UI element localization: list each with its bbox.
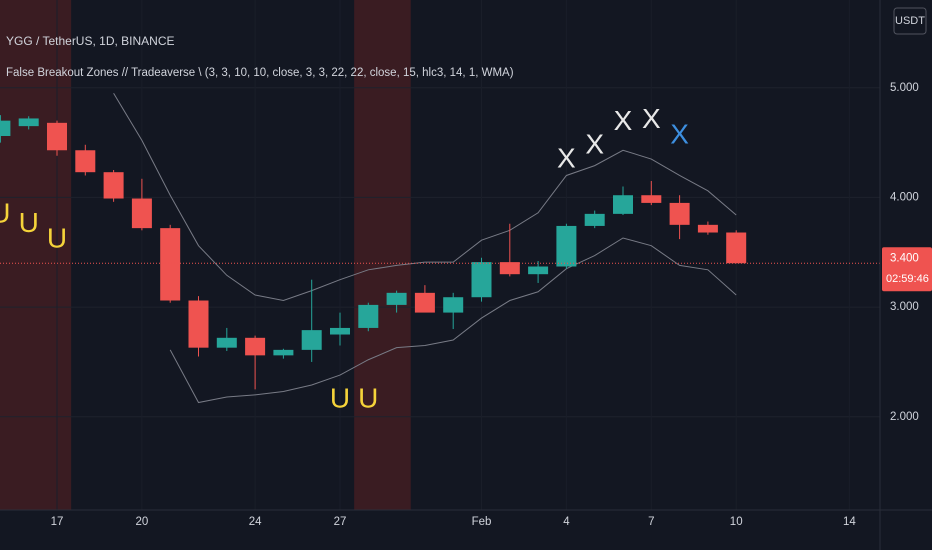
- x-tick-label: 27: [334, 516, 347, 528]
- candle-body: [47, 122, 67, 151]
- candle-body: [18, 118, 39, 127]
- signal-marker: U: [19, 207, 39, 238]
- signal-marker: U: [358, 383, 378, 414]
- candle-body: [0, 120, 11, 136]
- chart-title: YGG / TetherUS, 1D, BINANCE: [6, 34, 175, 48]
- x-tick-label: 24: [249, 516, 262, 528]
- candle-body: [697, 224, 718, 233]
- candle-body: [443, 297, 464, 313]
- candle-body: [669, 202, 690, 225]
- candle-body: [301, 330, 322, 350]
- last-price-tag: [882, 247, 932, 292]
- candle-body: [160, 228, 181, 301]
- candle-body: [499, 262, 520, 275]
- x-tick-label: 14: [843, 516, 856, 528]
- band-line: [113, 92, 737, 302]
- candle-body: [245, 337, 266, 356]
- currency-label: USDT: [895, 15, 925, 27]
- signal-marker: X: [585, 128, 604, 159]
- candle-body: [103, 172, 124, 199]
- signal-marker: U: [0, 197, 11, 228]
- x-tick-label: 7: [648, 516, 654, 528]
- x-tick-label: 20: [136, 516, 149, 528]
- countdown: 02:59:46: [886, 273, 929, 285]
- candle-body: [131, 198, 152, 229]
- candle-body: [471, 262, 492, 298]
- signal-marker: X: [614, 105, 633, 136]
- candle-body: [188, 300, 209, 348]
- candle-body: [726, 232, 747, 264]
- y-tick-label: 3.000: [890, 301, 919, 313]
- candle-body: [216, 337, 237, 348]
- y-tick-label: 5.000: [890, 82, 919, 94]
- candle-body: [358, 304, 379, 328]
- currency-button[interactable]: [893, 7, 927, 35]
- x-tick-label: 17: [51, 516, 64, 528]
- x-tick-label: 4: [563, 516, 570, 528]
- candle-body: [556, 225, 577, 267]
- candle-body: [613, 195, 633, 214]
- candle-body: [584, 213, 605, 226]
- x-tick-label: Feb: [472, 516, 492, 528]
- candle-body: [386, 292, 407, 305]
- indicator-title: False Breakout Zones // Tradeaverse \ (3…: [6, 67, 514, 79]
- last-price-label: 3.400: [890, 252, 919, 264]
- zone: [0, 0, 72, 510]
- band-line: [169, 237, 737, 404]
- signal-marker: U: [330, 383, 350, 414]
- y-tick-label: 4.000: [890, 191, 919, 203]
- y-tick-label: 2.000: [890, 411, 919, 423]
- candle-body: [641, 195, 662, 203]
- signal-marker: X: [670, 118, 689, 149]
- candle-body: [75, 150, 96, 173]
- signal-marker: X: [642, 103, 661, 134]
- x-tick-label: 10: [730, 516, 743, 528]
- candle-body: [414, 292, 435, 313]
- zone: [354, 0, 411, 510]
- signal-marker: X: [557, 143, 576, 174]
- signal-marker: U: [47, 223, 67, 254]
- candle-body: [528, 266, 549, 275]
- candle-body: [273, 349, 294, 356]
- candle-body: [330, 327, 350, 335]
